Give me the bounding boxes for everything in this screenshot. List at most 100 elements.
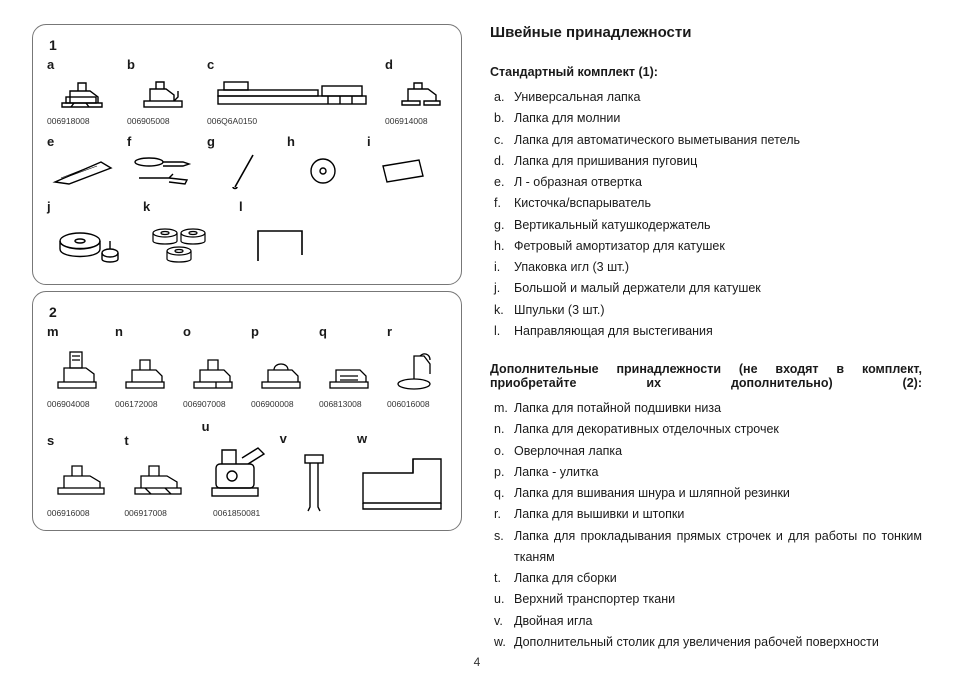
list-item: u.Верхний транспортер ткани	[494, 589, 922, 610]
letter: u	[202, 419, 272, 434]
cell-o: o 006907008	[183, 324, 243, 409]
list-item: q.Лапка для вшивания шнура и шляпной рез…	[494, 483, 922, 504]
buttonhole-foot-icon	[207, 74, 377, 114]
list-key: w.	[494, 632, 512, 653]
list-value: Лапка для прокладывания прямых строчек и…	[514, 526, 922, 569]
list-key: o.	[494, 441, 512, 462]
foot-r-icon	[387, 341, 447, 397]
cell-t: t 006917008	[124, 433, 193, 518]
list-key: a.	[494, 87, 512, 108]
list-item: f.Кисточка/вспарыватель	[494, 193, 922, 214]
part-number: 006904008	[47, 399, 107, 409]
cell-k: k	[143, 199, 231, 272]
letter: w	[357, 431, 447, 446]
cell-r: r 006016008	[387, 324, 447, 409]
bobbins-icon	[143, 216, 231, 272]
letter: i	[367, 134, 439, 149]
list-item: s.Лапка для прокладывания прямых строчек…	[494, 526, 922, 569]
part-number: 006917008	[124, 508, 193, 518]
foot-t-icon	[124, 450, 193, 506]
cell-d: d 006914008	[385, 57, 457, 126]
list-item: g.Вертикальный катушкодержатель	[494, 215, 922, 236]
section-number: 2	[49, 304, 447, 320]
letter: c	[207, 57, 377, 72]
list-key: f.	[494, 193, 512, 214]
list-value: Оверлочная лапка	[514, 441, 922, 462]
part-number: 0061850081	[202, 508, 272, 518]
list-item: h.Фетровый амортизатор для катушек	[494, 236, 922, 257]
letter: t	[124, 433, 193, 448]
list-key: c.	[494, 130, 512, 151]
list-key: k.	[494, 300, 512, 321]
twin-needle-icon	[280, 448, 349, 518]
list-item: a.Универсальная лапка	[494, 87, 922, 108]
foot-d-icon	[385, 74, 457, 114]
walking-foot-icon	[202, 436, 272, 506]
page-title: Швейные принадлежности	[490, 24, 922, 41]
list-value: Универсальная лапка	[514, 87, 922, 108]
list-item: t.Лапка для сборки	[494, 568, 922, 589]
list-key: e.	[494, 172, 512, 193]
part-number: 006016008	[387, 399, 447, 409]
foot-b-icon	[127, 74, 199, 114]
right-column: Швейные принадлежности Стандартный компл…	[490, 24, 922, 644]
list-key: d.	[494, 151, 512, 172]
letter: n	[115, 324, 175, 339]
letter: m	[47, 324, 107, 339]
list-key: q.	[494, 483, 512, 504]
letter: f	[127, 134, 199, 149]
list-value: Двойная игла	[514, 611, 922, 632]
foot-m-icon	[47, 341, 107, 397]
grid-2-row1: m 006904008 n 006172008 o	[47, 324, 447, 409]
felt-disc-icon	[287, 151, 359, 191]
list-key: u.	[494, 589, 512, 610]
page-number: 4	[0, 655, 954, 669]
part-number: 006914008	[385, 116, 457, 126]
list-value: Лапка для пришивания пуговиц	[514, 151, 922, 172]
list-item: v.Двойная игла	[494, 611, 922, 632]
grid-1-row1: a 006918008 b 006905008 c	[47, 57, 447, 126]
part-number: 006918008	[47, 116, 119, 126]
foot-p-icon	[251, 341, 311, 397]
list-value: Лапка для декоративных отделочных строче…	[514, 419, 922, 440]
list-item: n.Лапка для декоративных отделочных стро…	[494, 419, 922, 440]
list-item: d.Лапка для пришивания пуговиц	[494, 151, 922, 172]
list-key: h.	[494, 236, 512, 257]
list-value: Лапка для потайной подшивки низа	[514, 398, 922, 419]
list-item: i.Упаковка игл (3 шт.)	[494, 257, 922, 278]
list-value: Лапка - улитка	[514, 462, 922, 483]
list-value: Направляющая для выстегивания	[514, 321, 922, 342]
list-value: Лапка для автоматического выметывания пе…	[514, 130, 922, 151]
letter: k	[143, 199, 231, 214]
list-key: p.	[494, 462, 512, 483]
cell-n: n 006172008	[115, 324, 175, 409]
list-key: i.	[494, 257, 512, 278]
part-number: 006905008	[127, 116, 199, 126]
letter: v	[280, 431, 349, 446]
list-item: r.Лапка для вышивки и штопки	[494, 504, 922, 525]
cell-l: l	[239, 199, 327, 272]
list-key: s.	[494, 526, 512, 569]
subtitle-1: Стандартный комплект (1):	[490, 65, 922, 79]
letter: s	[47, 433, 116, 448]
letter: d	[385, 57, 457, 72]
subtitle-2: Дополнительные принадлежности (не входят…	[490, 362, 922, 390]
list-item: e.Л - образная отвертка	[494, 172, 922, 193]
list-key: v.	[494, 611, 512, 632]
part-number: 006916008	[47, 508, 116, 518]
grid-1-row3: j k l	[47, 199, 327, 272]
cell-w: w	[357, 431, 447, 518]
list-key: l.	[494, 321, 512, 342]
spool-pin-icon	[207, 151, 279, 191]
list-key: n.	[494, 419, 512, 440]
part-number: 006172008	[115, 399, 175, 409]
cell-s: s 006916008	[47, 433, 116, 518]
list-value: Лапка для молнии	[514, 108, 922, 129]
panel-2: 2 m 006904008 n 00	[32, 291, 462, 531]
cell-m: m 006904008	[47, 324, 107, 409]
foot-s-icon	[47, 450, 116, 506]
brush-ripper-icon	[127, 151, 199, 191]
list-key: b.	[494, 108, 512, 129]
cell-p: p 006900008	[251, 324, 311, 409]
columns: 1 a 006918008 b 00	[32, 24, 922, 644]
